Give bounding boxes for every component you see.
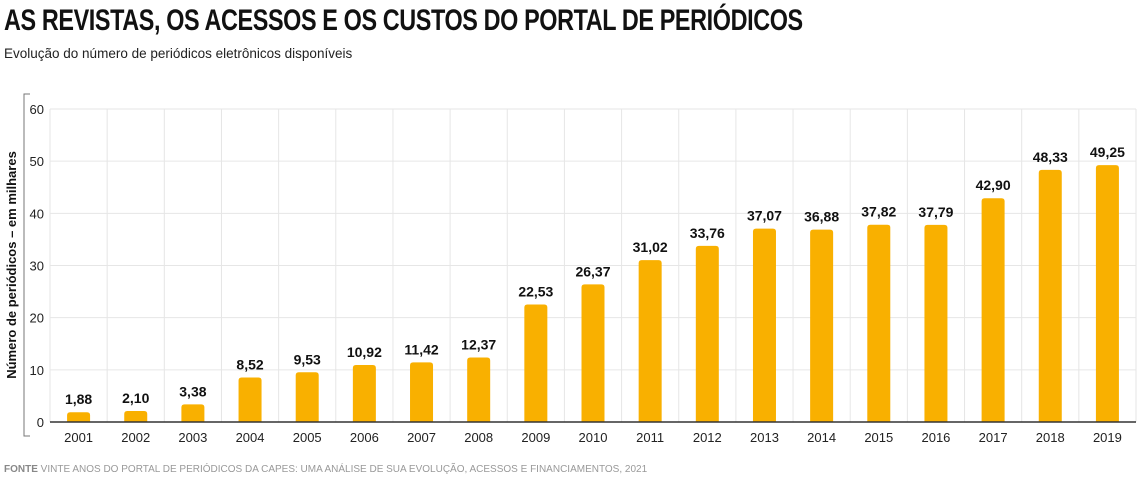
x-tick-label: 2001 <box>64 430 93 445</box>
bars <box>67 165 1119 422</box>
bar <box>124 411 148 422</box>
x-tick-label: 2002 <box>121 430 150 445</box>
x-tick-label: 2016 <box>921 430 950 445</box>
axes: 0 10 20 30 40 50 60 1,88 2001 2,10 2002 3,38 2003 8,5… <box>4 93 1136 445</box>
bar-value-label: 22,53 <box>518 283 553 299</box>
x-tick-label: 2018 <box>1036 430 1065 445</box>
bar <box>581 284 605 422</box>
bar-value-label: 11,42 <box>404 341 438 357</box>
bar-value-label: 36,88 <box>804 209 839 225</box>
bar-value-label: 2,10 <box>122 390 149 406</box>
bar <box>181 404 205 422</box>
x-tick-label: 2019 <box>1093 430 1122 445</box>
bar <box>924 224 948 422</box>
x-tick-label: 2013 <box>750 430 779 445</box>
x-tick-label: 2011 <box>636 430 664 445</box>
bar-value-label: 49,25 <box>1090 144 1125 160</box>
bar-value-label: 26,37 <box>575 263 610 279</box>
y-tick-label: 20 <box>30 311 44 326</box>
x-tick-label: 2005 <box>293 430 322 445</box>
y-axis-title: Número de periódicos – em milhares <box>4 151 19 379</box>
bar-value-label: 31,02 <box>633 239 668 255</box>
bar <box>752 228 776 422</box>
bar <box>410 362 434 422</box>
bar <box>295 372 319 422</box>
bar <box>238 377 262 422</box>
bar-value-label: 37,07 <box>747 208 782 224</box>
bar-value-label: 10,92 <box>347 344 382 360</box>
bar <box>1095 165 1119 422</box>
bar-value-label: 8,52 <box>236 357 263 373</box>
bar <box>695 245 719 422</box>
chart-subtitle: Evolução do número de periódicos eletrôn… <box>4 46 353 61</box>
y-tick-label: 0 <box>37 415 44 430</box>
y-tick-label: 50 <box>30 154 44 169</box>
x-tick-label: 2015 <box>864 430 893 445</box>
x-tick-label: 2004 <box>236 430 265 445</box>
bar <box>524 304 548 422</box>
bar-value-label: 48,33 <box>1033 149 1068 165</box>
y-tick-label: 10 <box>30 363 44 378</box>
x-tick-label: 2012 <box>693 430 722 445</box>
bar-value-label: 33,76 <box>690 225 725 241</box>
chart-title: AS REVISTAS, OS ACESSOS E OS CUSTOS DO P… <box>4 4 803 37</box>
bar-value-label: 3,38 <box>179 383 206 399</box>
bar <box>67 412 91 422</box>
y-axis-bracket <box>23 93 30 437</box>
bar <box>1038 169 1062 422</box>
x-tick-label: 2007 <box>407 430 436 445</box>
bar-value-label: 37,82 <box>861 204 896 220</box>
x-tick-label: 2014 <box>807 430 836 445</box>
x-tick-label: 2008 <box>464 430 493 445</box>
source-text: VINTE ANOS DO PORTAL DE PERIÓDICOS DA CA… <box>40 464 648 475</box>
y-tick-label: 60 <box>30 102 44 117</box>
bar-value-label: 12,37 <box>461 336 496 352</box>
source-label: FONTE <box>4 464 38 475</box>
bar-value-label: 1,88 <box>65 391 92 407</box>
x-tick-label: 2009 <box>521 430 550 445</box>
bar-value-label: 42,90 <box>976 177 1011 193</box>
source-note: FONTE VINTE ANOS DO PORTAL DE PERIÓDICOS… <box>4 464 647 475</box>
y-tick-label: 30 <box>30 259 44 274</box>
x-tick-label: 2010 <box>579 430 608 445</box>
bar <box>638 260 662 422</box>
bar-value-label: 37,79 <box>918 204 953 220</box>
bar <box>810 229 834 422</box>
x-tick-label: 2017 <box>979 430 1008 445</box>
y-tick-label: 40 <box>30 206 44 221</box>
bar <box>467 357 491 422</box>
bar-chart: 0 10 20 30 40 50 60 1,88 2001 2,10 2002 3,38 2003 8,5… <box>4 93 1137 445</box>
bar <box>981 198 1005 422</box>
bar <box>352 365 376 422</box>
bar-value-label: 9,53 <box>294 351 321 367</box>
bar <box>867 224 891 422</box>
x-tick-label: 2003 <box>178 430 207 445</box>
x-tick-label: 2006 <box>350 430 379 445</box>
